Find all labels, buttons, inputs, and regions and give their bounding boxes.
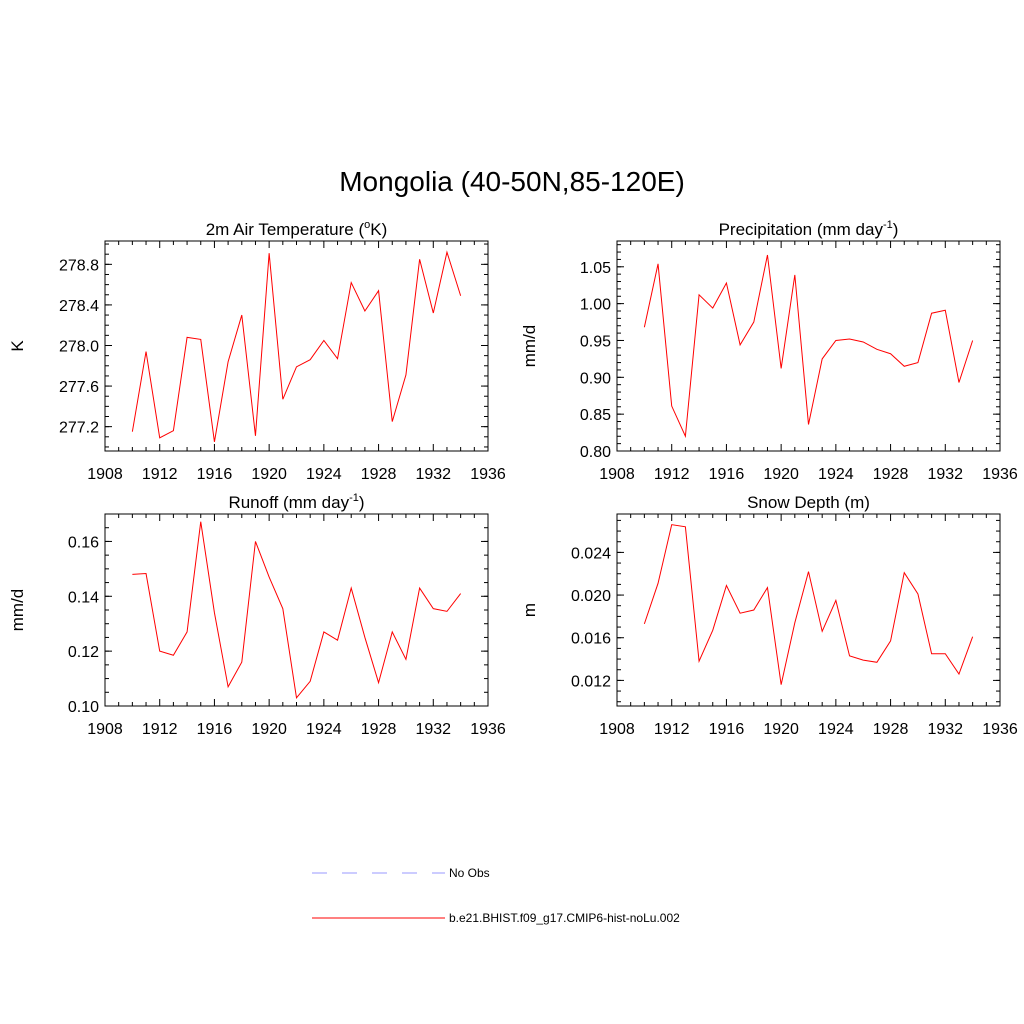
y-tick-label: 278.8	[59, 257, 99, 274]
x-tick-label: 1908	[87, 721, 123, 738]
y-tick-label: 0.14	[68, 589, 99, 606]
panel-2: 1908 1912 1916 1920 1924 1928 1932 1936 0.80 0.85…	[520, 219, 1018, 483]
x-tick-label: 1936	[982, 466, 1018, 483]
y-axis-label: m	[520, 603, 539, 617]
panel-title: 2m Air Temperature (oK)	[206, 219, 388, 239]
plot-frame	[104, 513, 489, 707]
y-tick-label: 0.95	[580, 333, 611, 350]
panel-title-text: Runoff (mm day	[228, 493, 349, 512]
plot-frame	[104, 240, 489, 452]
y-tick-label: 0.90	[580, 370, 611, 387]
x-tick-label: 1924	[818, 466, 854, 483]
y-tick-label: 277.2	[59, 420, 99, 437]
panel-title-text: 2m Air Temperature (	[206, 220, 365, 239]
panel-title-tail: )	[893, 220, 899, 239]
x-tick-label: 1920	[763, 721, 799, 738]
y-tick-label: 0.012	[571, 673, 611, 690]
y-tick-label: 0.80	[580, 444, 611, 461]
x-tick-label: 1932	[415, 466, 451, 483]
panel-title-text: Precipitation (mm day	[719, 220, 884, 239]
x-tick-label: 1936	[470, 721, 506, 738]
x-tick-label: 1924	[306, 721, 342, 738]
x-tick-label: 1912	[142, 466, 178, 483]
plot-frame	[616, 513, 1001, 707]
series-line	[131, 250, 462, 442]
legend: No Obs b.e21.BHIST.f09_g17.CMIP6-hist-no…	[312, 866, 680, 925]
y-tick-label: 1.05	[580, 260, 611, 277]
x-tick-label: 1924	[306, 466, 342, 483]
y-axis-label: mm/d	[520, 325, 539, 368]
x-tick-label: 1916	[197, 466, 233, 483]
panel-3: 1908 1912 1916 1920 1924 1928 1932 1936 0.10 0.12…	[8, 492, 506, 738]
x-tick-label: 1928	[873, 721, 909, 738]
series-line	[643, 524, 974, 685]
x-tick-label: 1916	[709, 721, 745, 738]
x-tick-label: 1916	[709, 466, 745, 483]
y-tick-label: 0.16	[68, 534, 99, 551]
panel-title-superscript: -1	[349, 492, 359, 504]
y-tick-label: 0.024	[571, 545, 611, 562]
y-tick-label: 0.016	[571, 631, 611, 648]
x-tick-label: 1912	[654, 466, 690, 483]
panels-group: 1908 1912 1916 1920 1924 1928 1932 1936 277.2 277…	[8, 219, 1018, 738]
x-tick-label: 1936	[982, 721, 1018, 738]
panel-title: Runoff (mm day-1)	[228, 492, 364, 512]
x-tick-label: 1920	[251, 466, 287, 483]
y-tick-label: 277.6	[59, 379, 99, 396]
panel-title: Precipitation (mm day-1)	[719, 219, 899, 239]
panel-title-superscript: o	[364, 219, 370, 231]
figure-title: Mongolia (40-50N,85-120E)	[339, 166, 685, 197]
x-tick-label: 1932	[415, 721, 451, 738]
x-tick-label: 1924	[818, 721, 854, 738]
panel-4: 1908 1912 1916 1920 1924 1928 1932 1936 0.012 0.0…	[520, 493, 1018, 738]
x-tick-label: 1908	[599, 466, 635, 483]
y-tick-label: 0.020	[571, 588, 611, 605]
x-tick-label: 1916	[197, 721, 233, 738]
legend-label-model: b.e21.BHIST.f09_g17.CMIP6-hist-noLu.002	[449, 911, 680, 925]
y-tick-label: 0.85	[580, 407, 611, 424]
y-axis-label: mm/d	[8, 589, 27, 632]
y-axis-label: K	[8, 340, 27, 352]
legend-label-no-obs: No Obs	[449, 866, 490, 880]
y-tick-label: 0.10	[68, 699, 99, 716]
x-tick-label: 1928	[873, 466, 909, 483]
panel-title-tail: K)	[370, 220, 387, 239]
series-line	[132, 521, 462, 699]
series-line	[643, 254, 974, 439]
x-tick-label: 1920	[763, 466, 799, 483]
x-tick-label: 1932	[927, 721, 963, 738]
x-tick-label: 1920	[251, 721, 287, 738]
x-tick-label: 1908	[87, 466, 123, 483]
y-tick-label: 1.00	[580, 297, 611, 314]
panel-title: Snow Depth (m)	[747, 493, 870, 512]
y-tick-label: 0.12	[68, 644, 99, 661]
x-tick-label: 1928	[361, 466, 397, 483]
panel-title-text: Snow Depth (m)	[747, 493, 870, 512]
x-tick-label: 1928	[361, 721, 397, 738]
panel-title-superscript: -1	[883, 219, 893, 231]
x-tick-label: 1912	[654, 721, 690, 738]
x-tick-label: 1912	[142, 721, 178, 738]
x-tick-label: 1936	[470, 466, 506, 483]
y-tick-label: 278.0	[59, 338, 99, 355]
x-tick-label: 1932	[927, 466, 963, 483]
y-tick-label: 278.4	[59, 298, 99, 315]
panel-title-tail: )	[359, 493, 365, 512]
x-tick-label: 1908	[599, 721, 635, 738]
panel-1: 1908 1912 1916 1920 1924 1928 1932 1936 277.2 277…	[8, 219, 506, 483]
